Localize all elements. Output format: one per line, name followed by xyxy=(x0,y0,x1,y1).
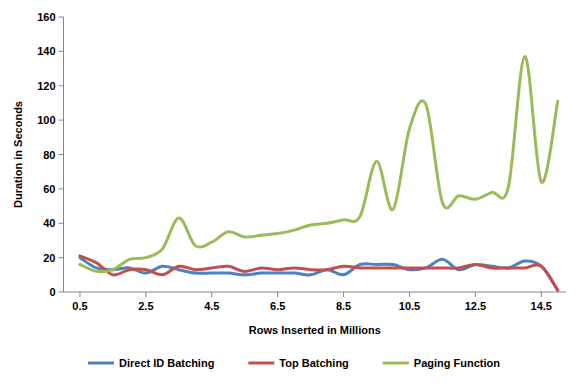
page: {"chart_data": {"type": "line", "x_label… xyxy=(0,0,588,386)
y-tick-label: 40 xyxy=(43,217,55,229)
y-tick-label: 140 xyxy=(37,45,55,57)
y-tick xyxy=(59,51,64,52)
legend: Direct ID Batching Top Batching Paging Fun… xyxy=(88,357,500,369)
y-tick-label: 160 xyxy=(37,11,55,23)
y-tick xyxy=(59,188,64,189)
y-tick-label: 80 xyxy=(43,149,55,161)
x-tick xyxy=(541,292,542,297)
x-tick xyxy=(475,292,476,297)
y-tick xyxy=(59,17,64,18)
chart: 0 20 40 60 80 100 120 140 160 0.5 2.5 4.5 6.5 8.5 10.5… xyxy=(0,0,588,386)
y-tick-label: 20 xyxy=(43,252,55,264)
x-tick-label: 8.5 xyxy=(336,300,351,312)
legend-label: Top Batching xyxy=(279,357,348,369)
x-axis-title: Rows Inserted in Millions xyxy=(249,324,381,336)
legend-item: Paging Function xyxy=(383,357,500,369)
y-tick-label: 100 xyxy=(37,114,55,126)
legend-swatch xyxy=(248,362,274,365)
legend-swatch xyxy=(383,362,409,365)
legend-swatch xyxy=(88,362,114,365)
legend-item: Direct ID Batching xyxy=(88,357,214,369)
x-tick xyxy=(277,292,278,297)
x-tick-label: 0.5 xyxy=(72,300,87,312)
y-tick xyxy=(59,120,64,121)
x-tick xyxy=(211,292,212,297)
x-tick xyxy=(343,292,344,297)
x-tick-label: 10.5 xyxy=(399,300,420,312)
x-axis-line xyxy=(64,292,567,293)
x-tick-label: 2.5 xyxy=(138,300,153,312)
series-line xyxy=(80,57,558,272)
y-axis-title: Duration in Seconds xyxy=(12,101,24,208)
y-tick-label: 60 xyxy=(43,183,55,195)
x-tick xyxy=(79,292,80,297)
series-line xyxy=(80,258,558,291)
x-tick-label: 4.5 xyxy=(204,300,219,312)
y-tick xyxy=(59,85,64,86)
series-line xyxy=(80,256,558,290)
y-tick xyxy=(59,292,64,293)
y-tick-label: 120 xyxy=(37,80,55,92)
x-tick-label: 14.5 xyxy=(531,300,552,312)
y-tick xyxy=(59,154,64,155)
y-tick-label: 0 xyxy=(49,286,55,298)
x-tick-label: 6.5 xyxy=(270,300,285,312)
x-tick xyxy=(409,292,410,297)
y-tick xyxy=(59,223,64,224)
legend-label: Direct ID Batching xyxy=(119,357,214,369)
y-tick xyxy=(59,257,64,258)
x-tick-label: 12.5 xyxy=(465,300,486,312)
x-tick xyxy=(145,292,146,297)
legend-item: Top Batching xyxy=(248,357,348,369)
plot-area xyxy=(80,57,558,291)
legend-label: Paging Function xyxy=(414,357,500,369)
